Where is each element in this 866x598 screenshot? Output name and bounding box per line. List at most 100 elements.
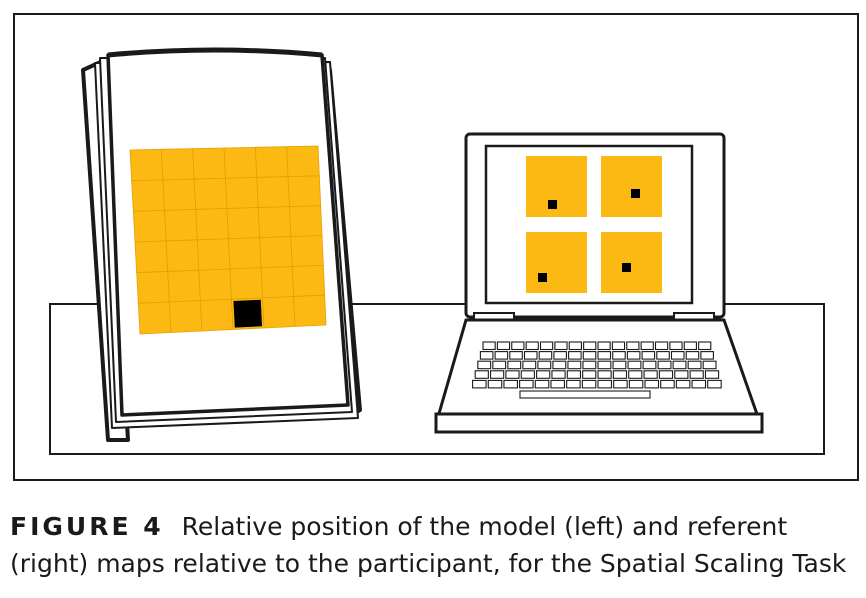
model-grid-cell (293, 294, 327, 327)
keyboard-key (567, 360, 582, 370)
keyboard-key (534, 379, 550, 389)
keyboard-key (612, 370, 628, 379)
keyboard-key (658, 370, 674, 379)
keyboard-key (669, 341, 683, 351)
keyboard-key (675, 379, 691, 389)
model-grid-cell (193, 177, 228, 210)
model-grid-cell (259, 236, 293, 269)
keyboard-key (612, 360, 627, 370)
keyboard-key (670, 351, 685, 360)
keyboard-key (691, 379, 707, 389)
keyboard-key (503, 379, 518, 389)
keyboard-key (566, 379, 581, 389)
model-grid-cell (228, 237, 262, 270)
model-grid-cell (198, 268, 232, 302)
figure-caption-text: Relative position of the model (left) an… (10, 512, 847, 578)
model-grid-cell (291, 264, 326, 297)
keyboard-key (479, 351, 494, 360)
keyboard-key (611, 341, 626, 351)
keyboard-key (525, 341, 539, 351)
keyboard-key (683, 341, 697, 351)
keyboard-key (568, 341, 582, 351)
keyboard-key (702, 360, 717, 370)
model-grid-cell (162, 178, 197, 211)
figure-label: FIGURE 4 (10, 512, 164, 541)
model-grid-cell (200, 298, 234, 332)
model-grid-cell (257, 206, 292, 239)
model-grid-cell (256, 176, 290, 208)
keyboard-key (654, 341, 669, 351)
keyboard-key (644, 379, 660, 389)
laptop-keyboard (472, 341, 722, 399)
keyboard-key (704, 370, 720, 379)
keyboard-key (496, 341, 511, 351)
keyboard-key (519, 379, 534, 389)
keyboard-key (552, 360, 567, 370)
keyboard-key (474, 370, 489, 379)
model-grid-cell (137, 301, 172, 335)
keyboard-key (597, 360, 612, 370)
keyboard-key (583, 341, 597, 351)
model-grid-cell (226, 207, 261, 240)
model-grid-cell (290, 235, 324, 267)
referent-map-dot (631, 189, 640, 198)
model-grid-cell (129, 148, 164, 182)
keyboard-key (613, 379, 628, 389)
model-grid-cell (286, 145, 320, 178)
model-grid-cell (160, 148, 195, 181)
referent-maps (526, 156, 662, 293)
keyboard-key (537, 360, 552, 370)
keyboard-key (707, 379, 722, 389)
keyboard-key (568, 351, 582, 360)
figure-caption: FIGURE 4 Relative position of the model (… (10, 508, 860, 582)
keyboard-key (700, 351, 714, 360)
model-grid-cell (134, 240, 169, 274)
model-grid-cell (132, 209, 167, 243)
keyboard-key (597, 351, 612, 360)
keyboard-key (628, 370, 643, 379)
keyboard-key (553, 351, 567, 360)
keyboard-key (539, 341, 554, 351)
keyboard-key (507, 360, 522, 370)
keyboard-key (612, 351, 626, 360)
keyboard-key (581, 379, 597, 389)
model-grid-cell (225, 177, 259, 209)
model-grid-cell (254, 146, 289, 178)
keyboard-key (551, 370, 566, 379)
keyboard-key (522, 360, 537, 370)
keyboard-key (597, 370, 612, 379)
model-grid-cell (164, 209, 198, 242)
keyboard-key (627, 360, 642, 370)
referent-map-square (526, 232, 587, 293)
model-grid-cell (136, 271, 170, 304)
keyboard-key (672, 360, 687, 370)
referent-map-dot (622, 263, 631, 272)
keyboard-key (550, 379, 565, 389)
keyboard-key (472, 379, 487, 389)
keyboard-key (674, 370, 689, 379)
keyboard-key (554, 341, 568, 351)
keyboard-key (494, 351, 509, 360)
keyboard-key (597, 379, 613, 389)
keyboard-key (643, 370, 658, 379)
keyboard-key (511, 341, 525, 351)
keyboard-key (509, 351, 523, 360)
keyboard-key (582, 351, 597, 360)
keyboard-key (689, 370, 704, 379)
model-map-grid (129, 145, 327, 335)
keyboard-spacebar (519, 390, 651, 399)
model-grid-cell (196, 238, 231, 271)
referent-map-square (601, 156, 662, 217)
model-grid-cell (229, 267, 263, 300)
keyboard-key (536, 370, 551, 379)
keyboard-key (687, 360, 702, 370)
keyboard-key (582, 360, 597, 370)
model-grid-cell (168, 300, 203, 333)
laptop-front-edge (434, 412, 764, 434)
referent-map-dot (548, 200, 557, 209)
model-grid-cell (192, 147, 226, 180)
model-grid-cell (287, 175, 322, 208)
keyboard-key (628, 379, 644, 389)
model-grid-cell (195, 208, 229, 241)
keyboard-key (489, 370, 505, 379)
